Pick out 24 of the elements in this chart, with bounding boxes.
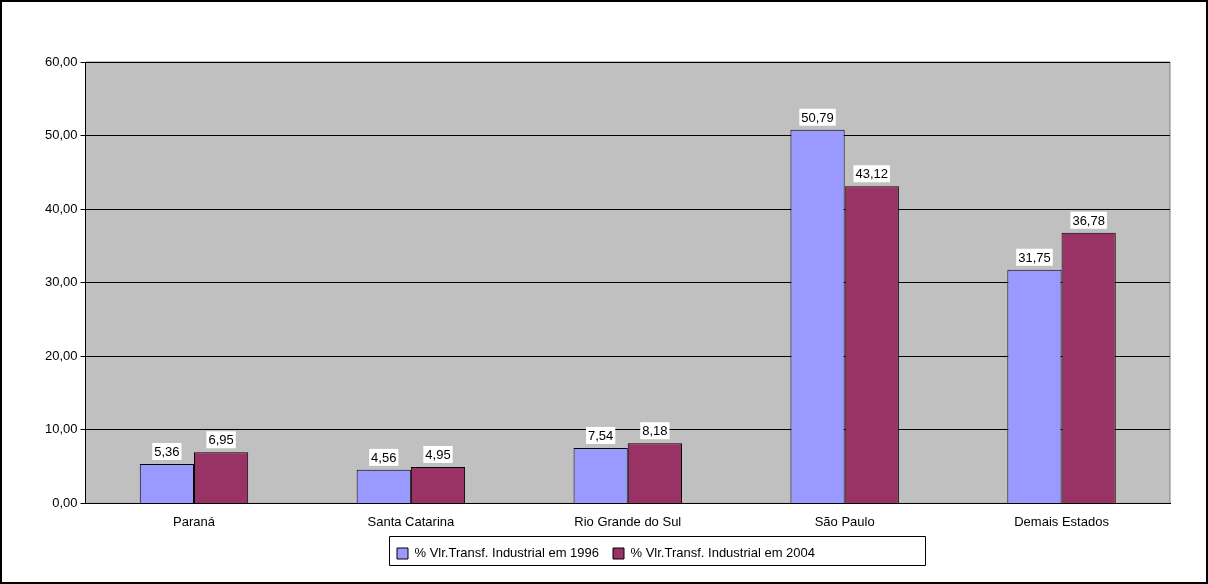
x-tick-label: Santa Catarina bbox=[367, 513, 455, 529]
data-label: 43,12 bbox=[855, 166, 889, 182]
y-tick-label: 60,00 bbox=[44, 53, 78, 69]
data-label: 5,36 bbox=[154, 444, 180, 460]
data-label: 6,95 bbox=[208, 432, 234, 448]
legend-label: % Vlr.Transf. Industrial em 1996 bbox=[414, 545, 600, 561]
data-label: 36,78 bbox=[1072, 212, 1105, 228]
data-label: 8,18 bbox=[642, 423, 668, 439]
data-label: 4,95 bbox=[425, 447, 451, 463]
x-tick-label: São Paulo bbox=[814, 513, 875, 529]
x-tick-label: Demais Estados bbox=[1014, 513, 1110, 529]
x-tick-label: Rio Grande do Sul bbox=[574, 513, 682, 529]
y-tick-label: 0,00 bbox=[52, 494, 78, 510]
y-tick-label: 30,00 bbox=[44, 274, 78, 290]
y-tick-label: 40,00 bbox=[44, 200, 78, 216]
data-label: 31,75 bbox=[1018, 249, 1051, 265]
y-tick-label: 50,00 bbox=[44, 127, 78, 143]
data-label: 50,79 bbox=[801, 109, 834, 125]
data-label: 4,56 bbox=[371, 449, 397, 465]
data-label: 7,54 bbox=[588, 428, 614, 444]
y-tick-label: 20,00 bbox=[44, 347, 78, 363]
y-tick-label: 10,00 bbox=[44, 421, 78, 437]
legend-label: % Vlr.Transf. Industrial em 2004 bbox=[630, 545, 815, 561]
x-tick-label: Paraná bbox=[173, 513, 216, 529]
